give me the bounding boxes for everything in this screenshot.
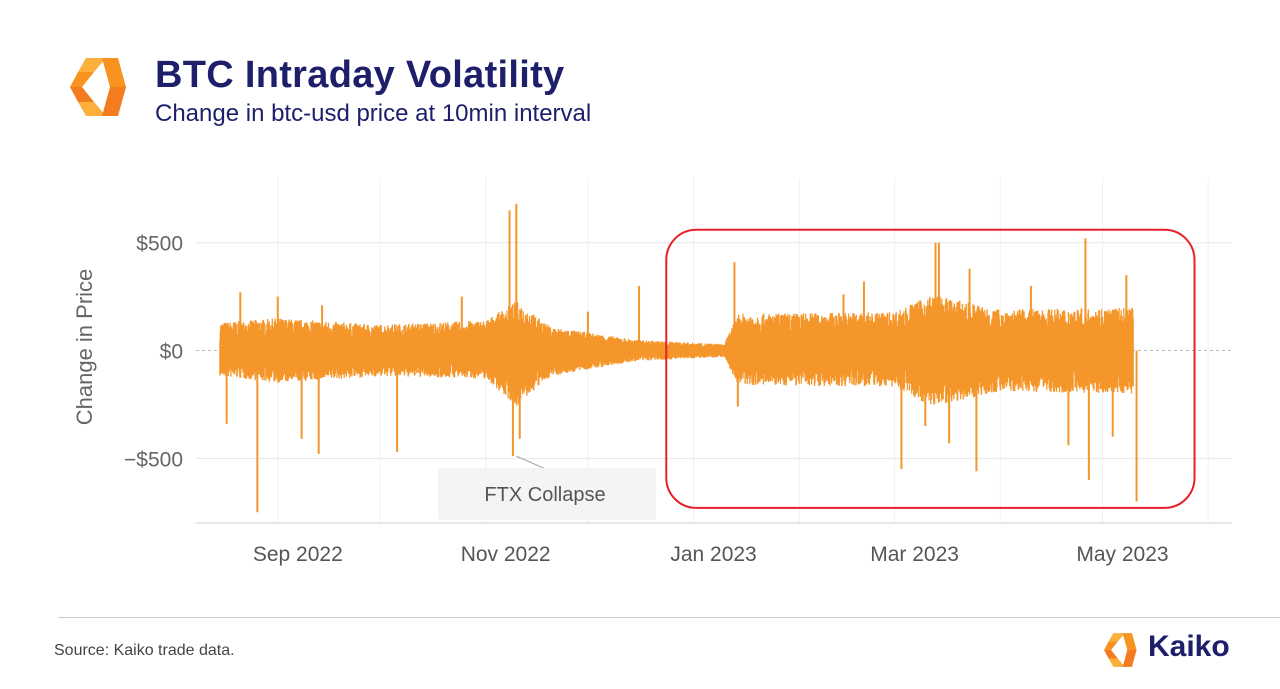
annotation-connector xyxy=(516,455,549,471)
annotation-box xyxy=(438,468,656,520)
annotation-ftx-collapse: FTX Collapse xyxy=(484,484,605,506)
x-tick-label: May 2023 xyxy=(1076,543,1168,566)
y-tick-label: $500 xyxy=(136,233,183,256)
series-btc-usd xyxy=(219,203,1138,513)
volatility-chart: FTX Collapse $500 $0 −$500 Sep 2022 Nov 2022… xyxy=(72,178,1232,566)
y-axis-label: Change in Price xyxy=(72,269,97,426)
brand: Kaiko xyxy=(1098,628,1248,670)
y-tick-label: −$500 xyxy=(124,448,183,471)
kaiko-brand-icon xyxy=(1104,633,1137,667)
footer-divider xyxy=(58,617,1280,618)
annotations: FTX Collapse xyxy=(438,228,1196,520)
kaiko-logo-icon xyxy=(70,58,126,116)
x-tick-label: Nov 2022 xyxy=(461,543,551,566)
x-tick-label: Jan 2023 xyxy=(670,543,756,566)
series-band xyxy=(219,296,1134,406)
source-note: Source: Kaiko trade data. xyxy=(54,642,235,659)
axes: $500 $0 −$500 Sep 2022 Nov 2022 Jan 2023 Mar 2… xyxy=(124,233,1232,566)
x-tick-label: Sep 2022 xyxy=(253,543,343,566)
chart-subtitle: Change in btc-usd price at 10min interva… xyxy=(155,100,592,127)
highlight-box xyxy=(665,228,1196,509)
x-tick-label: Mar 2023 xyxy=(870,543,959,566)
header: BTC Intraday Volatility Change in btc-us… xyxy=(60,54,960,134)
chart-title: BTC Intraday Volatility xyxy=(155,54,565,96)
y-tick-label: $0 xyxy=(160,341,183,364)
brand-name: Kaiko xyxy=(1148,630,1230,663)
